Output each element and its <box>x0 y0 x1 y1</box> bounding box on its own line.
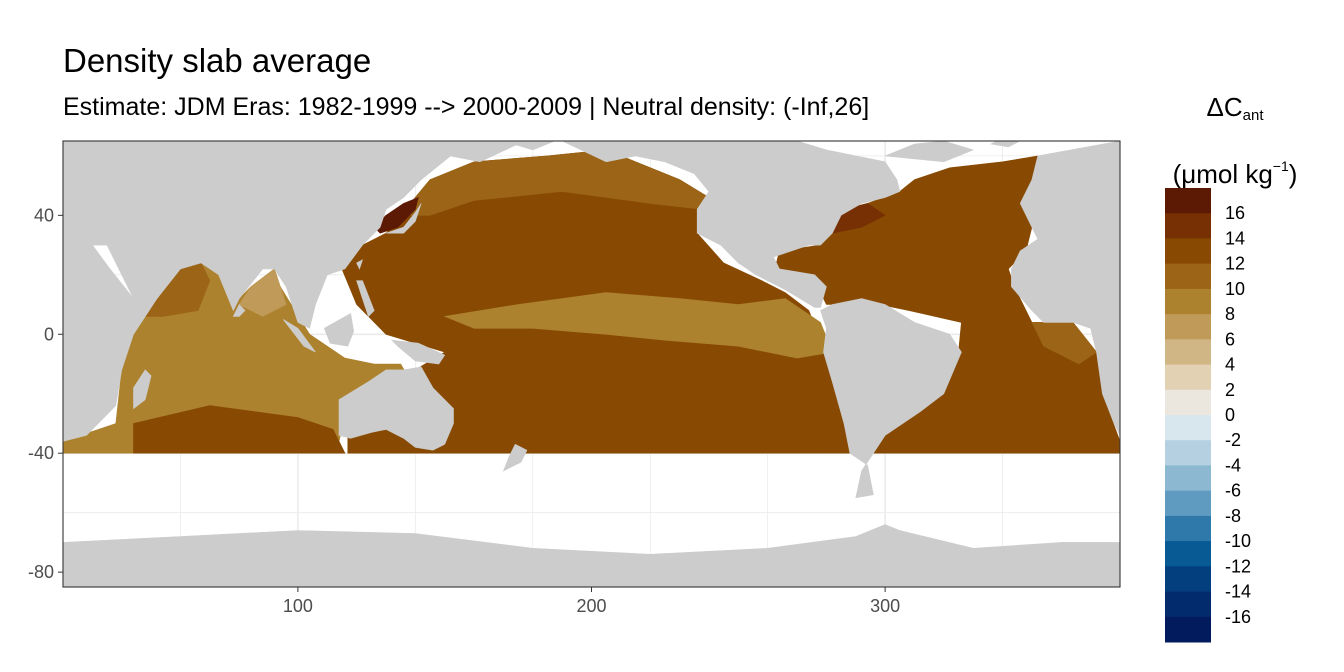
legend-swatch <box>1165 566 1211 593</box>
chart-title: Density slab average <box>63 42 372 79</box>
legend-label: 14 <box>1225 228 1245 248</box>
legend-label: -8 <box>1225 506 1241 526</box>
land-new-zealand <box>502 443 528 472</box>
x-tick-label: 200 <box>576 596 606 616</box>
legend-label: 4 <box>1225 355 1235 375</box>
legend-unit: (μmol kg−1) <box>1160 141 1310 199</box>
legend-swatch <box>1165 364 1211 391</box>
legend-label: 16 <box>1225 203 1245 223</box>
legend-swatch <box>1165 389 1211 416</box>
legend-swatch <box>1165 263 1211 290</box>
land-sumatra <box>282 319 316 353</box>
legend-variable-sub: ant <box>1242 107 1264 124</box>
y-tick-label: 0 <box>44 324 54 344</box>
y-tick-label: -40 <box>28 443 54 463</box>
land-greenland-tip <box>884 141 975 163</box>
land-borneo <box>323 313 355 347</box>
land-south-america <box>820 298 962 499</box>
legend-swatch <box>1165 314 1211 340</box>
legend-label: -14 <box>1225 582 1251 602</box>
legend-swatch <box>1165 188 1211 214</box>
land-iceland <box>989 141 1021 148</box>
map-panel <box>63 141 1120 587</box>
land-eurasia-north <box>63 141 556 246</box>
land-australia <box>338 366 454 451</box>
legend-variable-main: ΔC <box>1206 92 1243 122</box>
legend-label: 2 <box>1225 380 1235 400</box>
land-north-america <box>561 141 901 308</box>
legend-swatch <box>1165 339 1211 366</box>
ocean-north-pacific-subpolar <box>400 149 710 216</box>
x-tick-label: 300 <box>870 596 900 616</box>
legend-label: 0 <box>1225 405 1235 425</box>
land-africa-east <box>63 244 158 442</box>
legend: 16 14 12 10 8 6 4 2 0 -2 -4 -6 -8 -10 -12 -14 -16 <box>1165 188 1251 643</box>
land-asia <box>63 141 519 329</box>
legend-swatch <box>1165 238 1211 265</box>
legend-swatch <box>1165 490 1211 517</box>
land-new-guinea <box>390 339 446 365</box>
x-tick-label: 100 <box>283 596 313 616</box>
legend-swatch <box>1165 440 1211 466</box>
legend-swatch <box>1165 515 1211 542</box>
legend-swatch <box>1165 616 1211 643</box>
legend-label: 8 <box>1225 304 1235 324</box>
ocean-bay-of-bengal <box>238 268 287 317</box>
land-africa-europe-west <box>1011 141 1120 436</box>
legend-swatch <box>1165 288 1211 315</box>
chart-subtitle: Estimate: JDM Eras: 1982-1999 --> 2000-2… <box>63 93 870 121</box>
land-antarctica <box>63 524 1120 587</box>
legend-unit-suffix: ) <box>1288 159 1298 189</box>
legend-label: -16 <box>1225 607 1251 627</box>
ocean-south-indian <box>133 405 346 454</box>
legend-label: -10 <box>1225 531 1251 551</box>
legend-variable: ΔCant <box>1160 82 1310 141</box>
legend-label: 6 <box>1225 329 1235 349</box>
legend-title: ΔCant (μmol kg−1) <box>1160 82 1310 199</box>
legend-label: 12 <box>1225 254 1245 274</box>
legend-swatch <box>1165 541 1211 567</box>
legend-unit-prefix: (μmol kg <box>1172 159 1273 189</box>
land-japan <box>385 203 422 234</box>
y-tick-label: 40 <box>34 205 54 225</box>
legend-swatch <box>1165 591 1211 618</box>
land-madagascar <box>133 369 152 410</box>
legend-label: 10 <box>1225 279 1245 299</box>
legend-swatch <box>1165 415 1211 441</box>
legend-unit-sup: −1 <box>1272 158 1289 174</box>
legend-swatch <box>1165 465 1211 492</box>
land-sri-lanka <box>232 303 246 317</box>
legend-label: -6 <box>1225 481 1241 501</box>
land-taiwan <box>356 259 364 270</box>
legend-label: -2 <box>1225 430 1241 450</box>
y-tick-label: -80 <box>28 562 54 582</box>
legend-swatch <box>1165 213 1211 239</box>
legend-label: -12 <box>1225 556 1251 576</box>
legend-label: -4 <box>1225 455 1241 475</box>
land-philippines <box>356 280 375 317</box>
